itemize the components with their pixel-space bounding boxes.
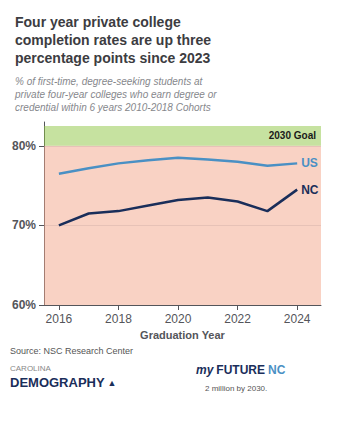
svg-text:DEMOGRAPHY: DEMOGRAPHY bbox=[10, 375, 105, 390]
svg-text:80%: 80% bbox=[12, 139, 36, 153]
svg-text:▲: ▲ bbox=[108, 378, 117, 388]
svg-text:Four year private college: Four year private college bbox=[15, 14, 181, 30]
svg-text:2024: 2024 bbox=[284, 312, 311, 326]
svg-text:2022: 2022 bbox=[224, 312, 251, 326]
svg-text:2020: 2020 bbox=[165, 312, 192, 326]
svg-text:2030 Goal: 2030 Goal bbox=[269, 130, 316, 141]
svg-text:2018: 2018 bbox=[105, 312, 132, 326]
svg-text:NC: NC bbox=[301, 183, 319, 197]
svg-text:percentage points since 2023: percentage points since 2023 bbox=[15, 50, 211, 66]
svg-text:Graduation Year: Graduation Year bbox=[140, 329, 225, 341]
svg-text:% of first-time, degree-seekin: % of first-time, degree-seeking students… bbox=[15, 76, 204, 87]
svg-text:NC: NC bbox=[268, 363, 286, 377]
svg-text:2016: 2016 bbox=[46, 312, 73, 326]
svg-text:credential within 6 years 2010: credential within 6 years 2010-2018 Coho… bbox=[15, 102, 211, 113]
svg-text:CAROLINA: CAROLINA bbox=[10, 364, 52, 373]
svg-text:completion rates are up three: completion rates are up three bbox=[15, 32, 211, 48]
svg-text:Source: NSC Research Center: Source: NSC Research Center bbox=[10, 346, 133, 356]
svg-text:my: my bbox=[196, 363, 215, 377]
svg-text:private four-year colleges who: private four-year colleges who earn degr… bbox=[14, 89, 217, 100]
svg-text:70%: 70% bbox=[12, 218, 36, 232]
svg-text:FUTURE: FUTURE bbox=[216, 363, 265, 377]
svg-text:2 million by 2030.: 2 million by 2030. bbox=[205, 384, 267, 393]
svg-text:US: US bbox=[301, 156, 318, 170]
svg-text:60%: 60% bbox=[12, 298, 36, 312]
